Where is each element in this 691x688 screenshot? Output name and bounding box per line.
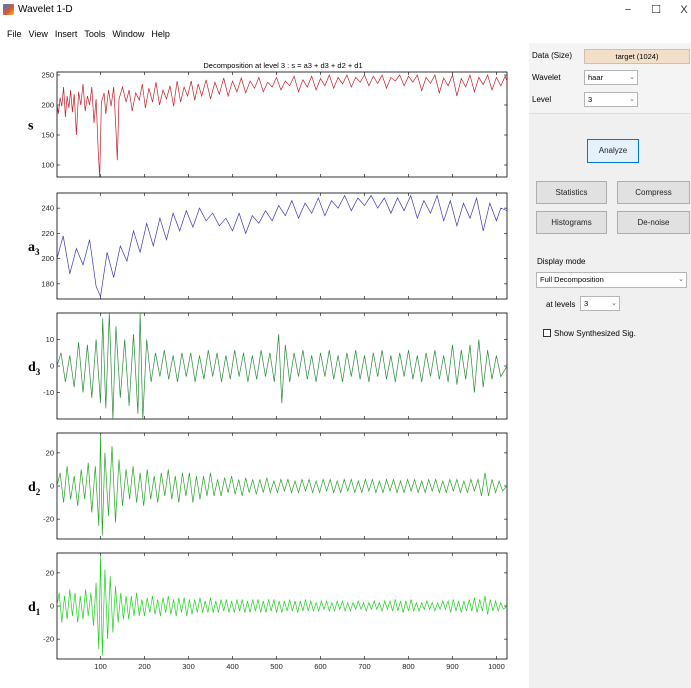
subplot-frame-s <box>56 71 508 178</box>
y-label-s: s <box>28 119 34 134</box>
series-line-d1 <box>57 556 507 656</box>
x-tick-label-8: 900 <box>446 662 459 671</box>
y-tick-label-s-1: 150 <box>41 131 54 140</box>
y-tick-label-d3-2: 10 <box>46 335 54 344</box>
x-tick-label-7: 800 <box>402 662 415 671</box>
at-levels-label: at levels <box>546 300 576 309</box>
y-tick-label-s-3: 250 <box>41 71 54 80</box>
analyze-button[interactable]: Analyze <box>587 139 639 163</box>
y-label-sub-a3: 3 <box>35 247 40 257</box>
menu-help[interactable]: Help <box>151 29 170 39</box>
x-tick-label-6: 700 <box>358 662 371 671</box>
y-label-sub-d3: 3 <box>36 367 41 377</box>
y-label-main-d2: d <box>28 480 36 495</box>
display-mode-label: Display mode <box>537 257 586 266</box>
y-label-d2: d2 <box>28 480 41 497</box>
x-tick-label-9: 1000 <box>488 662 505 671</box>
show-synthesized-checkbox[interactable] <box>543 329 551 337</box>
menu-file[interactable]: File <box>7 29 22 39</box>
y-tick-label-d2-1: 0 <box>50 482 54 491</box>
data-size-value: target (1024) <box>584 49 690 64</box>
at-levels-select[interactable]: 3 ⌄ <box>580 296 620 311</box>
statistics-button[interactable]: Statistics <box>536 181 607 204</box>
x-tick-label-2: 300 <box>182 662 195 671</box>
decomposition-plots: Decomposition at level 3 : s = a3 + d3 +… <box>28 61 508 671</box>
level-select-value: 3 <box>588 95 593 104</box>
minimize-button[interactable]: − <box>624 4 632 16</box>
y-label-a3: a3 <box>28 240 40 257</box>
y-label-d1: d1 <box>28 600 41 617</box>
display-mode-select[interactable]: Full Decomposition ⌄ <box>536 272 687 288</box>
wavelet-select-value: haar <box>588 73 604 82</box>
window-title: Wavelet 1-D <box>18 4 73 15</box>
y-tick-label-d1-1: 0 <box>50 602 54 611</box>
display-mode-select-value: Full Decomposition <box>540 275 604 284</box>
wavelet-label: Wavelet <box>532 73 561 82</box>
y-label-main-d3: d <box>28 360 36 375</box>
subplot-frame-d2 <box>56 432 508 540</box>
x-tick-label-1: 200 <box>138 662 151 671</box>
y-tick-label-a3-1: 200 <box>41 254 54 263</box>
data-size-label: Data (Size) <box>532 51 573 60</box>
y-tick-label-s-2: 200 <box>41 101 54 110</box>
series-line-d2 <box>57 436 507 536</box>
y-label-sub-d1: 1 <box>36 607 41 617</box>
chevron-down-icon: ⌄ <box>629 96 635 103</box>
x-tick-label-3: 400 <box>226 662 239 671</box>
y-tick-label-d2-0: -20 <box>43 515 54 524</box>
y-tick-label-d3-0: -10 <box>43 388 54 397</box>
subplot-frame-d1 <box>56 552 508 660</box>
x-tick-label-4: 500 <box>270 662 283 671</box>
chevron-down-icon: ⌄ <box>629 74 635 81</box>
y-tick-label-d1-0: -20 <box>43 635 54 644</box>
histograms-button[interactable]: Histograms <box>536 211 607 234</box>
y-label-main-s: s <box>28 119 34 134</box>
maximize-button[interactable]: ☐ <box>651 4 661 16</box>
y-label-d3: d3 <box>28 360 41 377</box>
denoise-button[interactable]: De-noise <box>617 211 690 234</box>
chevron-down-icon: ⌄ <box>678 276 684 283</box>
menu-tools[interactable]: Tools <box>84 29 106 39</box>
series-line-a3 <box>57 194 507 298</box>
close-button[interactable]: X <box>680 4 688 16</box>
y-tick-label-d2-2: 20 <box>46 448 54 457</box>
y-tick-label-a3-2: 220 <box>41 229 54 238</box>
menu-view[interactable]: View <box>28 29 48 39</box>
y-label-main-a3: a <box>28 240 35 255</box>
wavelet-select[interactable]: haar ⌄ <box>584 70 638 85</box>
chevron-down-icon: ⌄ <box>611 300 617 307</box>
y-label-sub-d2: 2 <box>36 487 41 497</box>
y-tick-label-a3-0: 180 <box>41 279 54 288</box>
menu-window[interactable]: Window <box>112 29 145 39</box>
x-tick-label-0: 100 <box>94 662 107 671</box>
y-tick-label-a3-3: 240 <box>41 204 54 213</box>
y-tick-label-d1-2: 20 <box>46 568 54 577</box>
plot-title: Decomposition at level 3 : s = a3 + d3 +… <box>203 61 362 70</box>
level-select[interactable]: 3 ⌄ <box>584 92 638 107</box>
y-tick-label-d3-1: 0 <box>50 362 54 371</box>
menu-insert[interactable]: Insert <box>54 29 78 39</box>
series-line-s <box>57 73 507 177</box>
y-tick-label-s-0: 100 <box>41 161 54 170</box>
compress-button[interactable]: Compress <box>617 181 690 204</box>
subplot-frame-a3 <box>56 192 508 300</box>
at-levels-select-value: 3 <box>584 299 589 308</box>
show-synthesized-label: Show Synthesized Sig. <box>554 329 636 338</box>
matlab-app-icon <box>3 4 14 15</box>
x-tick-label-5: 600 <box>314 662 327 671</box>
series-line-d3 <box>57 313 507 419</box>
title-bar: Wavelet 1-D − ☐ X <box>0 0 691 22</box>
y-label-main-d1: d <box>28 600 36 615</box>
menu-bar: File View Insert Tools Window Help <box>0 26 173 42</box>
level-label: Level <box>532 95 552 104</box>
